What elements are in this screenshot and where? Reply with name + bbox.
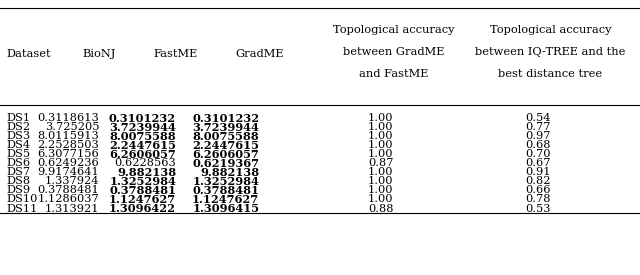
- Text: 1.00: 1.00: [368, 113, 394, 123]
- Text: 1.3252984: 1.3252984: [193, 176, 259, 187]
- Text: 0.97: 0.97: [525, 131, 550, 141]
- Text: 1.00: 1.00: [368, 122, 394, 132]
- Text: 8.0115913: 8.0115913: [38, 131, 99, 141]
- Text: 0.3118613: 0.3118613: [38, 113, 99, 123]
- Text: 1.3096415: 1.3096415: [192, 204, 259, 214]
- Text: 9.882138: 9.882138: [117, 167, 176, 178]
- Text: Dataset: Dataset: [6, 49, 51, 59]
- Text: 8.0075588: 8.0075588: [193, 131, 259, 142]
- Text: 1.00: 1.00: [368, 167, 394, 177]
- Text: 3.7239944: 3.7239944: [193, 122, 259, 133]
- Text: 0.6249236: 0.6249236: [38, 158, 99, 168]
- Text: 3.725205: 3.725205: [45, 122, 99, 132]
- Text: 0.3101232: 0.3101232: [192, 113, 259, 124]
- Text: 1.3096422: 1.3096422: [109, 204, 176, 214]
- Text: DS2: DS2: [6, 122, 31, 132]
- Text: Topological accuracy: Topological accuracy: [490, 25, 611, 35]
- Text: 0.78: 0.78: [525, 194, 550, 204]
- Text: DS4: DS4: [6, 140, 31, 150]
- Text: between GradME: between GradME: [343, 47, 444, 57]
- Text: 3.7239944: 3.7239944: [109, 122, 176, 133]
- Text: 0.70: 0.70: [525, 149, 550, 159]
- Text: 9.9174641: 9.9174641: [38, 167, 99, 177]
- Text: between IQ-TREE and the: between IQ-TREE and the: [476, 47, 625, 57]
- Text: 0.82: 0.82: [525, 176, 550, 186]
- Text: 2.2447615: 2.2447615: [109, 140, 176, 151]
- Text: DS1: DS1: [6, 113, 31, 123]
- Text: FastME: FastME: [154, 49, 198, 59]
- Text: 1.3252984: 1.3252984: [109, 176, 176, 187]
- Text: Topological accuracy: Topological accuracy: [333, 25, 454, 35]
- Text: 0.91: 0.91: [525, 167, 550, 177]
- Text: 0.54: 0.54: [525, 113, 550, 123]
- Text: 1.00: 1.00: [368, 194, 394, 204]
- Text: 0.3788481: 0.3788481: [38, 185, 99, 195]
- Text: 0.3788481: 0.3788481: [109, 185, 176, 196]
- Text: 0.6219367: 0.6219367: [192, 158, 259, 169]
- Text: 2.2447615: 2.2447615: [193, 140, 259, 151]
- Text: 2.2528503: 2.2528503: [38, 140, 99, 150]
- Text: 0.77: 0.77: [525, 122, 550, 132]
- Text: 0.68: 0.68: [525, 140, 550, 150]
- Text: 6.2606057: 6.2606057: [109, 149, 176, 160]
- Text: 6.2606057: 6.2606057: [193, 149, 259, 160]
- Text: 6.3077156: 6.3077156: [38, 149, 99, 159]
- Text: DS5: DS5: [6, 149, 31, 159]
- Text: DS10: DS10: [6, 194, 38, 204]
- Text: 1.337924: 1.337924: [45, 176, 99, 186]
- Text: 0.87: 0.87: [368, 158, 394, 168]
- Text: 8.0075588: 8.0075588: [109, 131, 176, 142]
- Text: 1.1247627: 1.1247627: [192, 194, 259, 205]
- Text: 0.6228563: 0.6228563: [115, 158, 176, 168]
- Text: 0.3788481: 0.3788481: [192, 185, 259, 196]
- Text: 1.00: 1.00: [368, 140, 394, 150]
- Text: 0.66: 0.66: [525, 185, 550, 195]
- Text: DS11: DS11: [6, 204, 38, 213]
- Text: 1.00: 1.00: [368, 149, 394, 159]
- Text: DS7: DS7: [6, 167, 31, 177]
- Text: and FastME: and FastME: [359, 69, 428, 79]
- Text: BioNJ: BioNJ: [83, 49, 116, 59]
- Text: DS6: DS6: [6, 158, 31, 168]
- Text: DS9: DS9: [6, 185, 31, 195]
- Text: 1.00: 1.00: [368, 176, 394, 186]
- Text: best distance tree: best distance tree: [499, 69, 602, 79]
- Text: DS8: DS8: [6, 176, 31, 186]
- Text: 0.53: 0.53: [525, 204, 550, 213]
- Text: 1.1247627: 1.1247627: [109, 194, 176, 205]
- Text: 0.88: 0.88: [368, 204, 394, 213]
- Text: GradME: GradME: [235, 49, 284, 59]
- Text: 0.67: 0.67: [525, 158, 550, 168]
- Text: 1.00: 1.00: [368, 185, 394, 195]
- Text: 9.882138: 9.882138: [200, 167, 259, 178]
- Text: DS3: DS3: [6, 131, 31, 141]
- Text: 1.00: 1.00: [368, 131, 394, 141]
- Text: 1.1286037: 1.1286037: [38, 194, 99, 204]
- Text: 0.3101232: 0.3101232: [109, 113, 176, 124]
- Text: 1.313921: 1.313921: [45, 204, 99, 213]
